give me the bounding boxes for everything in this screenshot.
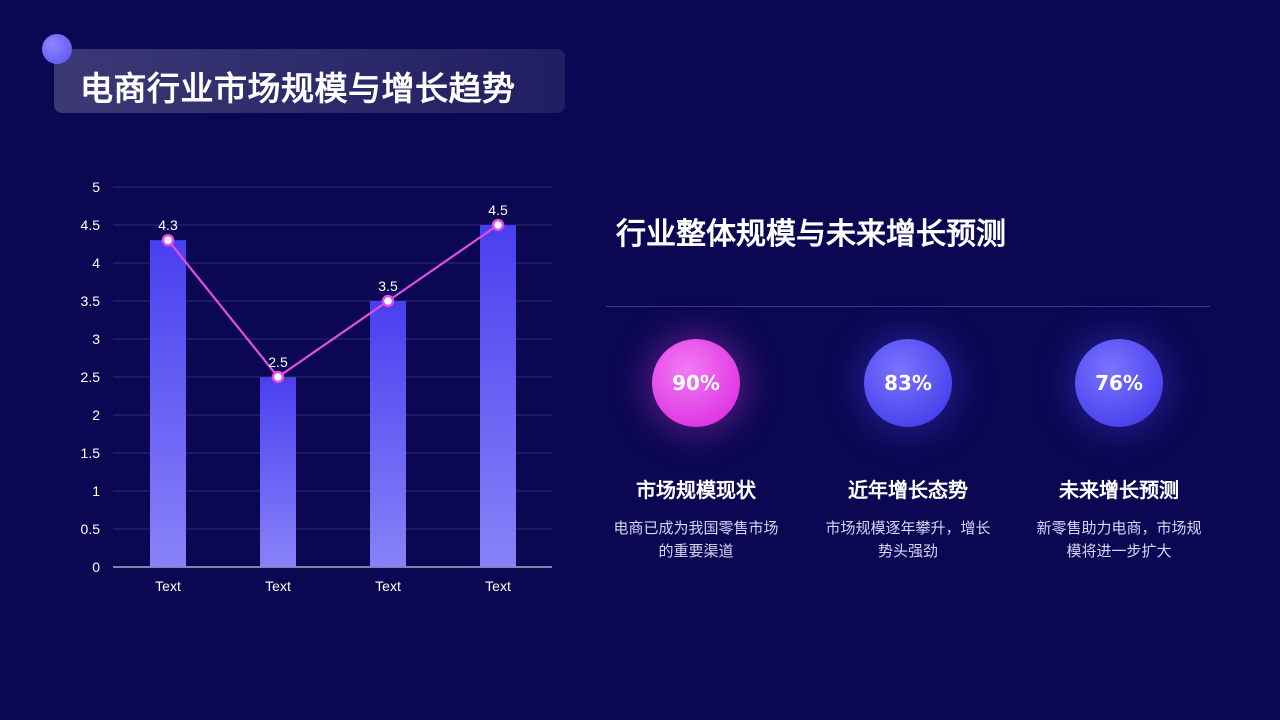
data-label: 4.5 (488, 202, 508, 218)
x-tick-label: Text (375, 578, 401, 594)
page-title: 电商行业市场规模与增长趋势 (80, 69, 516, 108)
bar (260, 377, 296, 567)
chart-line-series (161, 218, 505, 384)
y-tick-label: 1 (92, 483, 100, 499)
stat-heading: 近年增长态势 (848, 478, 968, 502)
chart-labels: Text Text Text Text 4.3 2.5 3.5 4.5 (155, 202, 511, 594)
stat-value: 83% (884, 371, 932, 395)
stat-value: 90% (672, 371, 720, 395)
stat-description: 市场规模逐年攀升，增长势头强劲 (825, 519, 991, 560)
y-tick-label: 3 (92, 331, 100, 347)
line-point (161, 233, 175, 247)
stat-circle: 90% (652, 339, 740, 427)
y-tick-label: 3.5 (81, 293, 101, 309)
stat-heading: 未来增长预测 (1059, 478, 1179, 502)
line-series-path (167, 224, 499, 379)
bar (370, 301, 406, 567)
y-tick-label: 2.5 (81, 369, 101, 385)
bar (150, 240, 186, 567)
stat-value: 76% (1095, 371, 1143, 395)
y-tick-label: 2 (92, 407, 100, 423)
stat-card-future-forecast: 76% 未来增长预测 新零售助力电商，市场规模将进一步扩大 (1029, 339, 1209, 563)
section-subtitle: 行业整体规模与未来增长预测 (616, 217, 1006, 252)
stat-card-growth-trend: 83% 近年增长态势 市场规模逐年攀升，增长势头强劲 (818, 339, 998, 563)
bar (480, 225, 516, 567)
stat-circle: 83% (864, 339, 952, 427)
y-tick-label: 1.5 (81, 445, 101, 461)
y-tick-label: 5 (92, 179, 100, 195)
data-label: 3.5 (378, 278, 398, 294)
y-tick-label: 4 (92, 255, 100, 271)
chart-gridlines: 0 0.5 1 1.5 2 2.5 3 3.5 4 4.5 5 (81, 179, 552, 575)
y-tick-label: 4.5 (81, 217, 101, 233)
chart-bars (150, 225, 516, 567)
data-label: 2.5 (268, 354, 288, 370)
x-tick-label: Text (155, 578, 181, 594)
y-tick-label: 0.5 (81, 521, 101, 537)
stat-heading: 市场规模现状 (636, 478, 756, 502)
title-decoration-dot (42, 34, 72, 64)
stat-description: 电商已成为我国零售市场的重要渠道 (613, 519, 779, 560)
stat-circle: 76% (1075, 339, 1163, 427)
stat-description: 新零售助力电商，市场规模将进一步扩大 (1036, 519, 1202, 560)
line-point (381, 294, 395, 308)
x-tick-label: Text (485, 578, 511, 594)
line-point (491, 218, 505, 232)
title-banner (54, 49, 565, 113)
x-tick-label: Text (265, 578, 291, 594)
data-label: 4.3 (158, 217, 178, 233)
stat-card-market-size: 90% 市场规模现状 电商已成为我国零售市场的重要渠道 (606, 339, 786, 563)
section-divider (606, 306, 1210, 307)
y-tick-label: 0 (92, 559, 100, 575)
line-point (271, 370, 285, 384)
